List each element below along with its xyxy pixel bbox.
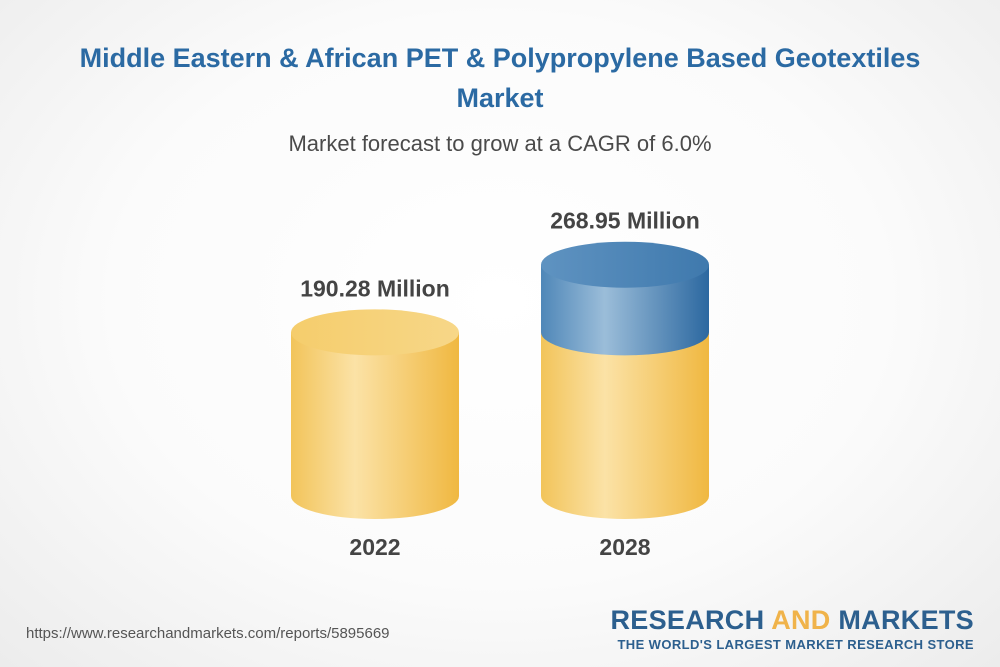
research-and-markets-logo: RESEARCH AND MARKETS THE WORLD'S LARGEST…: [610, 605, 974, 652]
chart-title: Middle Eastern & African PET & Polypropy…: [79, 43, 921, 113]
cylinder-2028: 268.95 Million 2028: [541, 208, 709, 560]
source-url[interactable]: https://www.researchandmarkets.com/repor…: [26, 625, 390, 642]
data-label: 268.95 Million: [550, 208, 700, 234]
bar-base-segment: [541, 332, 709, 519]
bar-base-segment: [291, 332, 459, 519]
category-label: 2022: [349, 534, 400, 560]
bar-top-cap: [541, 241, 709, 288]
cylinder-chart: 190.28 Million 2022 268.95 Million 2028: [291, 208, 709, 560]
chart-subtitle: Market forecast to grow at a CAGR of 6.0…: [288, 131, 712, 156]
bar-top-cap: [291, 309, 459, 356]
cylinder-2022: 190.28 Million 2022: [291, 275, 459, 560]
bar-growth-segment: [541, 264, 709, 356]
data-label: 190.28 Million: [300, 275, 450, 301]
category-label: 2028: [599, 534, 650, 560]
logo-tagline: THE WORLD'S LARGEST MARKET RESEARCH STOR…: [617, 637, 974, 652]
